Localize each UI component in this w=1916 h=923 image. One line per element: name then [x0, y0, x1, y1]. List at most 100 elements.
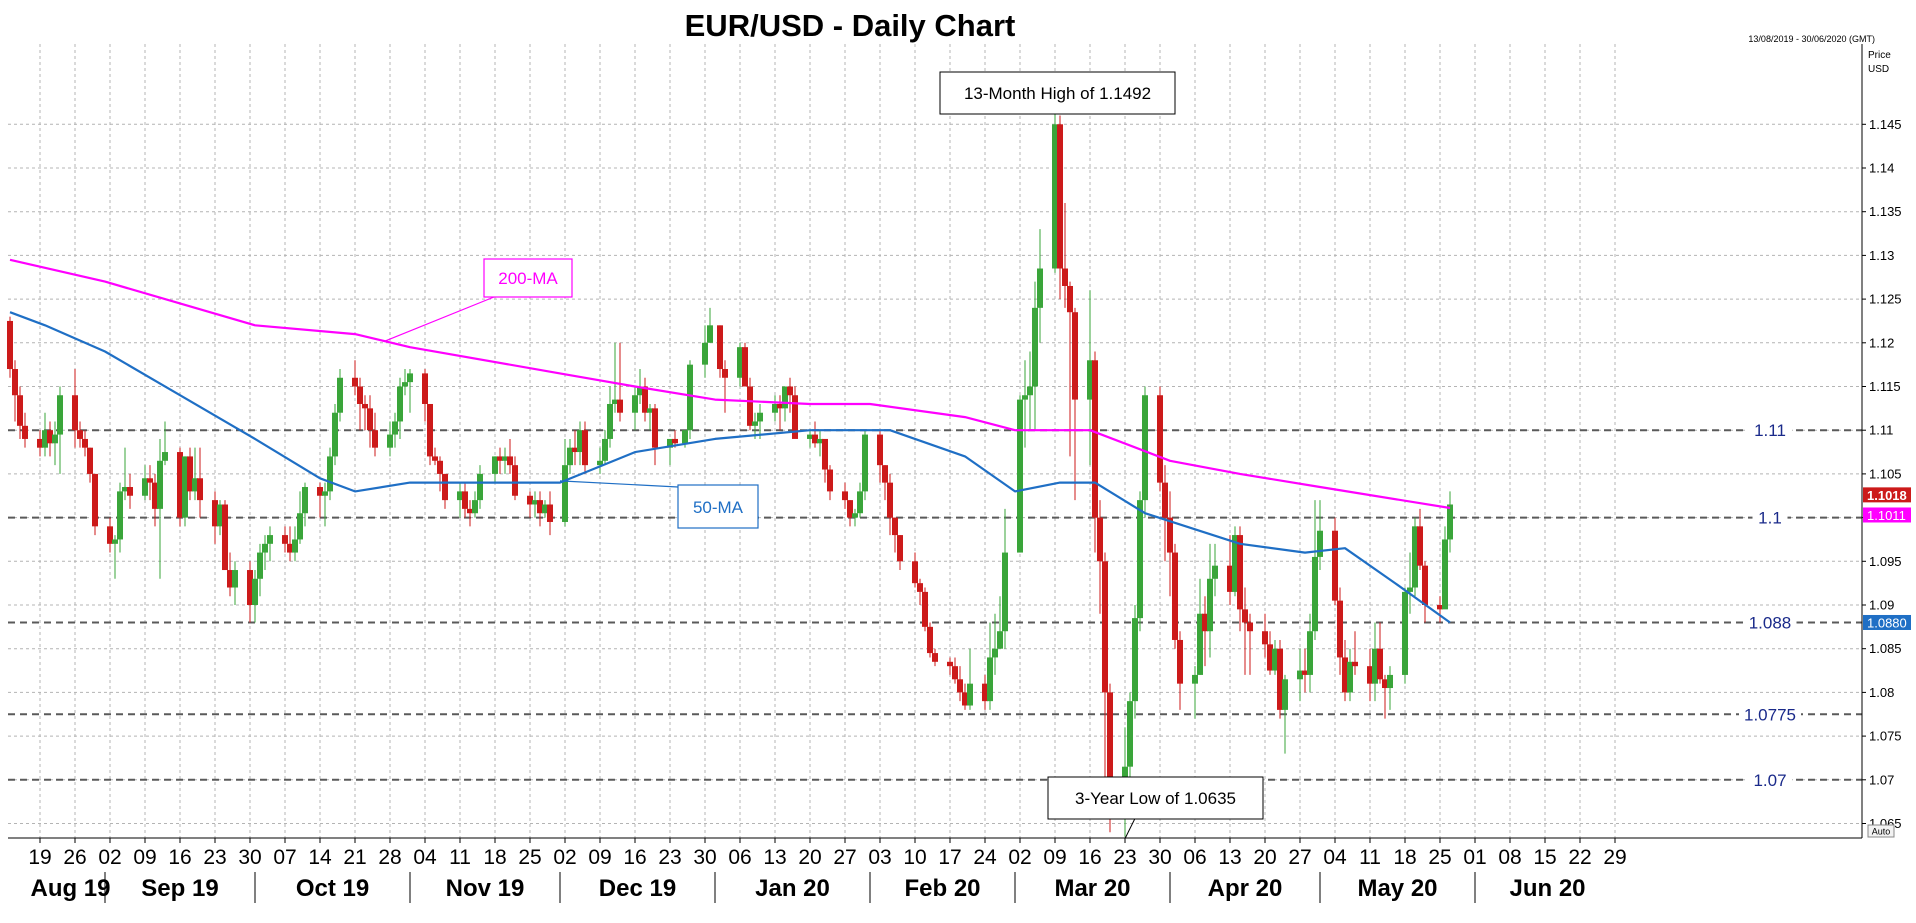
y-axis-tick-label: 1.13	[1869, 248, 1894, 263]
candle-body-down	[147, 478, 153, 483]
candle-body-down	[1102, 561, 1108, 693]
candle-body-down	[842, 491, 848, 501]
candle-body-down	[12, 369, 18, 396]
candle-body-down	[1422, 565, 1428, 605]
candle-body-up	[612, 399, 618, 404]
x-axis-day-label: 20	[1253, 846, 1276, 869]
candle-body-down	[127, 487, 133, 496]
candle-body-up	[542, 504, 548, 514]
x-axis-month-label: Sep 19	[141, 875, 218, 902]
y-axis-tick-label: 1.12	[1869, 335, 1894, 350]
candle-body-up	[852, 513, 858, 518]
candle-body-up	[637, 386, 643, 396]
candle-body-down	[827, 469, 833, 492]
candle-body-up	[1212, 565, 1218, 579]
price-axis-title: Price	[1868, 50, 1891, 61]
x-axis-day-label: 02	[1008, 846, 1031, 869]
candle-body-down	[642, 386, 648, 413]
candle-body-down	[1342, 657, 1348, 693]
candle-body-up	[262, 543, 268, 553]
x-axis-day-label: 23	[1113, 846, 1136, 869]
x-axis-day-label: 17	[938, 846, 961, 869]
x-axis-month-label: Oct 19	[296, 875, 369, 902]
candle-body-up	[967, 683, 973, 706]
x-axis-day-label: 04	[1323, 846, 1347, 869]
candle-body-down	[197, 478, 203, 501]
candle-body-up	[52, 434, 58, 444]
candle-body-up	[1142, 395, 1148, 501]
candle-body-up	[1402, 591, 1408, 675]
candle-body-up	[1052, 124, 1058, 269]
candle-body-up	[632, 395, 638, 413]
auto-button[interactable]: Auto	[1867, 824, 1895, 838]
candle-body-down	[537, 500, 543, 514]
candle-body-down	[352, 377, 358, 387]
candle-body-down	[747, 386, 753, 426]
candle-body-up	[782, 386, 788, 409]
candle-body-up	[142, 478, 148, 496]
x-axis-day-label: 09	[133, 846, 156, 869]
candle-body-down	[777, 403, 783, 409]
candle-body-down	[982, 683, 988, 702]
candle-body-up	[757, 412, 763, 422]
candle-body-down	[87, 447, 93, 474]
x-axis-day-label: 27	[833, 846, 856, 869]
candle-body-up	[1207, 578, 1213, 632]
low-callout-label: 3-Year Low of 1.0635	[1075, 789, 1236, 808]
candle-body-up	[567, 447, 573, 466]
candle-body-down	[222, 504, 228, 571]
candle-body-down	[672, 438, 678, 444]
candle-body-down	[1417, 526, 1423, 566]
y-axis-tick-label: 1.135	[1869, 204, 1902, 219]
candle-body-down	[1067, 285, 1073, 313]
level-label: 1.1	[1758, 509, 1782, 528]
candle-body-up	[457, 491, 463, 501]
x-axis-day-label: 20	[798, 846, 821, 869]
candle-body-down	[37, 438, 43, 448]
candle-body-up	[257, 552, 263, 579]
candle-body-down	[812, 434, 818, 444]
y-axis-tick-label: 1.115	[1869, 379, 1901, 394]
candle-body-up	[232, 570, 238, 588]
candle-body-down	[722, 369, 728, 378]
candle-body-up	[562, 465, 568, 522]
candle-body-up	[217, 504, 223, 527]
x-axis-day-label: 25	[1428, 846, 1451, 869]
level-label: 1.088	[1749, 613, 1792, 632]
candle-body-down	[7, 320, 13, 370]
candle-body-down	[187, 456, 193, 492]
y-axis-tick-label: 1.145	[1869, 117, 1902, 132]
candle-body-up	[807, 434, 813, 439]
x-axis-day-label: 16	[168, 846, 191, 869]
ma-50-label-box	[677, 484, 759, 529]
candle-body-down	[582, 430, 588, 466]
y-axis-tick-label: 1.11	[1869, 423, 1893, 438]
level-label: 1.11	[1754, 421, 1786, 440]
price-axis-unit: USD	[1868, 64, 1889, 75]
x-axis-day-label: 14	[308, 846, 332, 869]
candle-body-down	[952, 666, 958, 680]
x-axis-day-label: 09	[588, 846, 611, 869]
candle-body-down	[247, 570, 253, 605]
candle-body-up	[162, 452, 168, 461]
ma-200-line	[9, 258, 1451, 510]
auto-button-frame	[1867, 824, 1895, 838]
x-axis-day-label: 18	[483, 846, 506, 869]
x-axis-month-label: Apr 20	[1208, 875, 1283, 902]
candle-body-up	[817, 438, 823, 444]
candle-body-up	[682, 430, 688, 444]
x-axis-day-label: 06	[728, 846, 751, 869]
ma-200-label-box	[483, 258, 573, 298]
candle-body-up	[502, 456, 508, 461]
x-axis-day-label: 10	[903, 846, 926, 869]
x-axis-day-label: 15	[1533, 846, 1556, 869]
candle-body-up	[397, 386, 403, 422]
y-axis-tick-label: 1.095	[1869, 554, 1902, 569]
candle-body-up	[1197, 613, 1203, 675]
candle-body-up	[1017, 399, 1023, 553]
x-axis-month-label: May 20	[1357, 875, 1437, 902]
candle-body-down	[432, 456, 438, 461]
candle-body-up	[597, 460, 603, 466]
x-axis-day-label: 26	[63, 846, 86, 869]
